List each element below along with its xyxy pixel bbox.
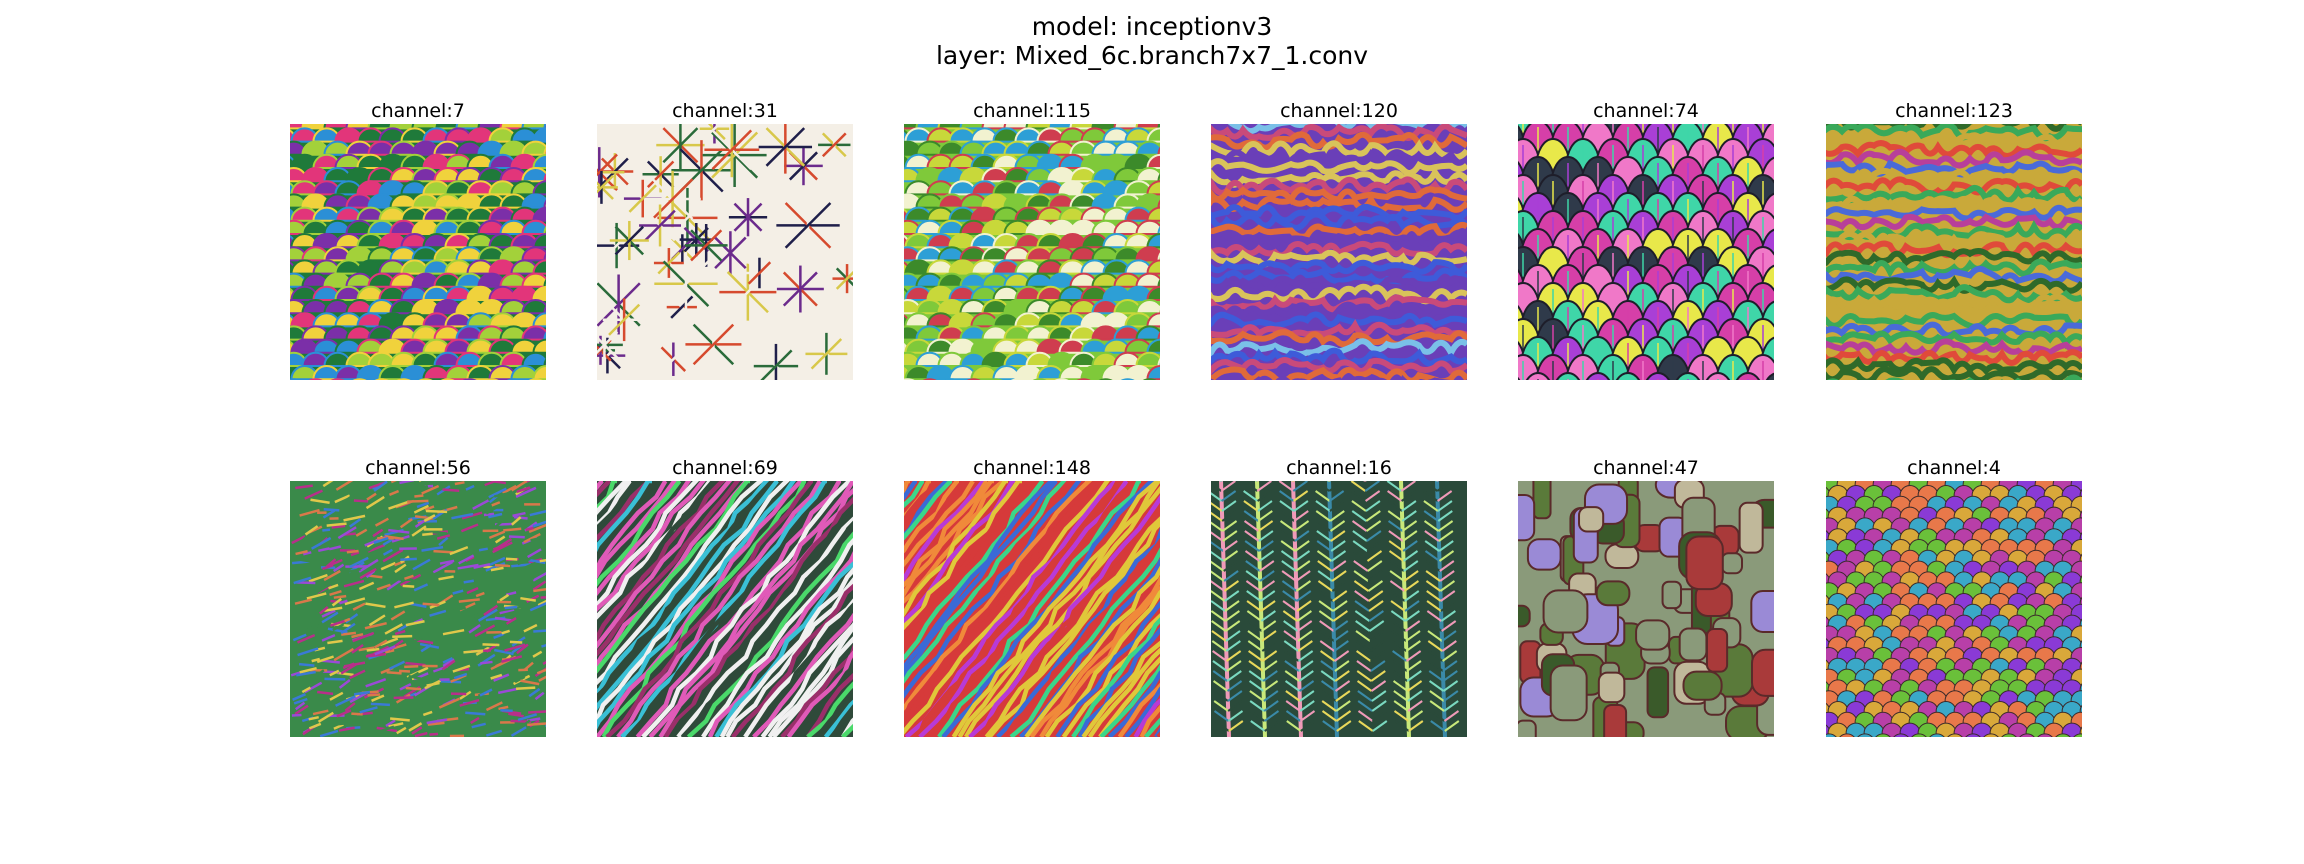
feature-visualization-image — [597, 481, 853, 737]
feature-visualization-image — [904, 481, 1160, 737]
channel-label: channel:69 — [672, 457, 778, 479]
feature-visualization-image — [597, 124, 853, 380]
channel-label: channel:47 — [1593, 457, 1699, 479]
channel-label: channel:7 — [371, 100, 465, 122]
channel-label: channel:123 — [1895, 100, 2013, 122]
feature-visualization-image — [1518, 124, 1774, 380]
feature-visualization-image — [1826, 124, 2082, 380]
feature-visualization-image — [1518, 481, 1774, 737]
feature-visualization-image — [1211, 124, 1467, 380]
channel-label: channel:31 — [672, 100, 778, 122]
channel-label: channel:74 — [1593, 100, 1699, 122]
feature-visualization-image — [904, 124, 1160, 380]
feature-visualization-image — [290, 124, 546, 380]
figure-title-model: model: inceptionv3 — [1031, 12, 1273, 41]
channel-label: channel:148 — [973, 457, 1091, 479]
feature-visualization-image — [1211, 481, 1467, 737]
feature-visualization-image — [290, 481, 546, 737]
channel-label: channel:56 — [365, 457, 471, 479]
channel-label: channel:115 — [973, 100, 1091, 122]
figure-title-layer: layer: Mixed_6c.branch7x7_1.conv — [935, 41, 1369, 70]
channel-label: channel:4 — [1907, 457, 2001, 479]
feature-visualization-image — [1826, 481, 2082, 737]
channel-label: channel:120 — [1280, 100, 1398, 122]
channel-label: channel:16 — [1286, 457, 1392, 479]
